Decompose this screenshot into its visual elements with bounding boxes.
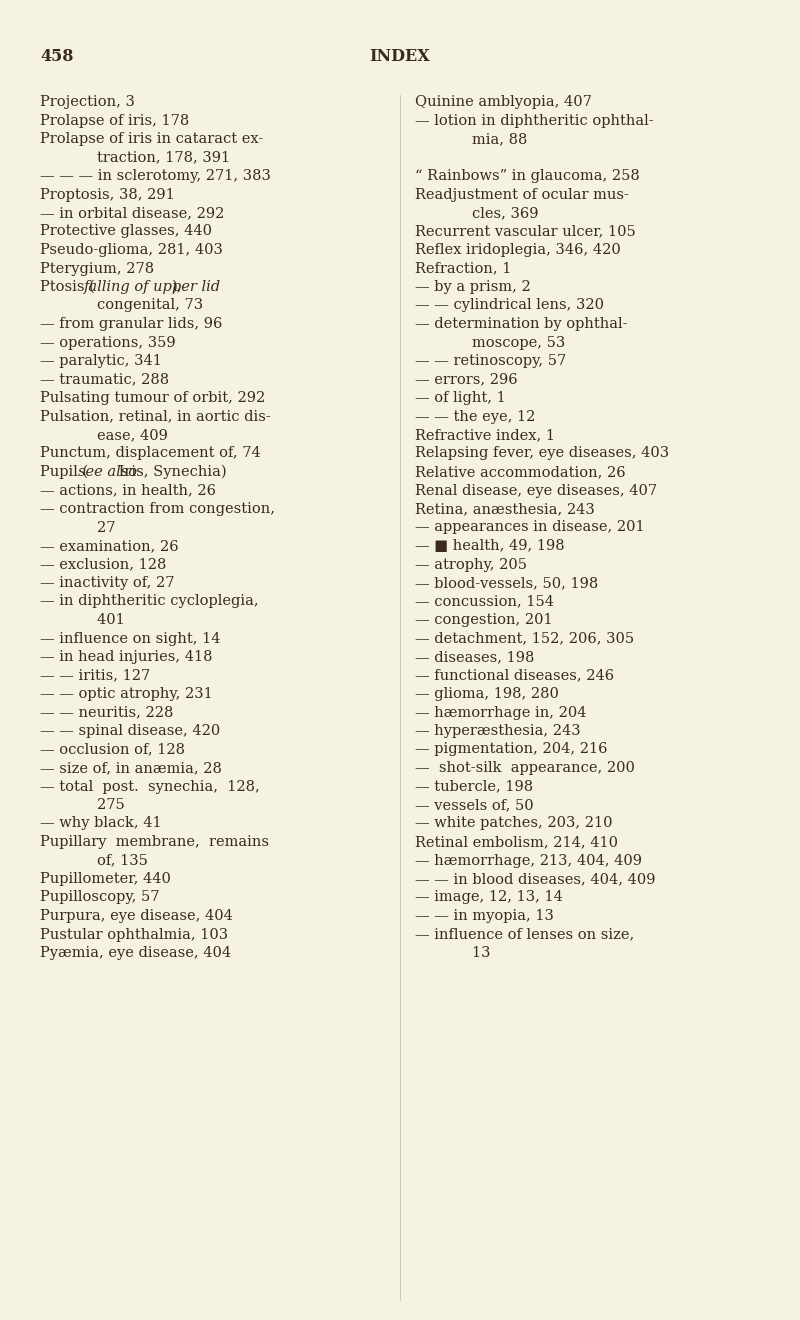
Text: Protective glasses, 440: Protective glasses, 440 [40, 224, 212, 239]
Text: 458: 458 [40, 48, 74, 65]
Text: — hyperæsthesia, 243: — hyperæsthesia, 243 [415, 723, 581, 738]
Text: Prolapse of iris, 178: Prolapse of iris, 178 [40, 114, 190, 128]
Text: — congestion, 201: — congestion, 201 [415, 612, 553, 627]
Text: Projection, 3: Projection, 3 [40, 95, 135, 110]
Text: Purpura, eye disease, 404: Purpura, eye disease, 404 [40, 909, 233, 923]
Text: — diseases, 198: — diseases, 198 [415, 649, 534, 664]
Text: — — optic atrophy, 231: — — optic atrophy, 231 [40, 686, 213, 701]
Text: — inactivity of, 27: — inactivity of, 27 [40, 576, 174, 590]
Text: — traumatic, 288: — traumatic, 288 [40, 372, 169, 387]
Text: ),: ), [172, 280, 182, 294]
Text: — in orbital disease, 292: — in orbital disease, 292 [40, 206, 224, 220]
Text: Prolapse of iris in cataract ex-: Prolapse of iris in cataract ex- [40, 132, 263, 147]
Text: — contraction from congestion,: — contraction from congestion, [40, 502, 275, 516]
Text: — concussion, 154: — concussion, 154 [415, 594, 554, 609]
Text: Reflex iridoplegia, 346, 420: Reflex iridoplegia, 346, 420 [415, 243, 621, 257]
Text: Relative accommodation, 26: Relative accommodation, 26 [415, 465, 626, 479]
Text: 27: 27 [60, 520, 115, 535]
Text: — in head injuries, 418: — in head injuries, 418 [40, 649, 213, 664]
Text: — appearances in disease, 201: — appearances in disease, 201 [415, 520, 645, 535]
Text: — total  post.  synechia,  128,: — total post. synechia, 128, [40, 780, 260, 793]
Text: Pupilloscopy, 57: Pupilloscopy, 57 [40, 891, 159, 904]
Text: Pustular ophthalmia, 103: Pustular ophthalmia, 103 [40, 928, 228, 941]
Text: — hæmorrhage, 213, 404, 409: — hæmorrhage, 213, 404, 409 [415, 854, 642, 867]
Text: Retina, anæsthesia, 243: Retina, anæsthesia, 243 [415, 502, 594, 516]
Text: — of light, 1: — of light, 1 [415, 391, 506, 405]
Text: INDEX: INDEX [370, 48, 430, 65]
Text: congenital, 73: congenital, 73 [60, 298, 203, 313]
Text: — influence of lenses on size,: — influence of lenses on size, [415, 928, 634, 941]
Text: — — in myopia, 13: — — in myopia, 13 [415, 909, 554, 923]
Text: see also: see also [78, 465, 138, 479]
Text: — — spinal disease, 420: — — spinal disease, 420 [40, 723, 220, 738]
Text: 13: 13 [435, 946, 490, 960]
Text: — in diphtheritic cycloplegia,: — in diphtheritic cycloplegia, [40, 594, 258, 609]
Text: — — the eye, 12: — — the eye, 12 [415, 409, 535, 424]
Text: Relapsing fever, eye diseases, 403: Relapsing fever, eye diseases, 403 [415, 446, 669, 461]
Text: ease, 409: ease, 409 [60, 428, 168, 442]
Text: — — retinoscopy, 57: — — retinoscopy, 57 [415, 354, 566, 368]
Text: —  shot-silk  appearance, 200: — shot-silk appearance, 200 [415, 762, 635, 775]
Text: Pupil (: Pupil ( [40, 465, 88, 479]
Text: Renal disease, eye diseases, 407: Renal disease, eye diseases, 407 [415, 483, 657, 498]
Text: “ Rainbows” in glaucoma, 258: “ Rainbows” in glaucoma, 258 [415, 169, 640, 183]
Text: — influence on sight, 14: — influence on sight, 14 [40, 631, 221, 645]
Text: — examination, 26: — examination, 26 [40, 539, 178, 553]
Text: Readjustment of ocular mus-: Readjustment of ocular mus- [415, 187, 629, 202]
Text: — image, 12, 13, 14: — image, 12, 13, 14 [415, 891, 563, 904]
Text: 275: 275 [60, 799, 125, 812]
Text: Pupillary  membrane,  remains: Pupillary membrane, remains [40, 836, 269, 849]
Text: — from granular lids, 96: — from granular lids, 96 [40, 317, 222, 331]
Text: — hæmorrhage in, 204: — hæmorrhage in, 204 [415, 705, 586, 719]
Text: — determination by ophthal-: — determination by ophthal- [415, 317, 627, 331]
Text: — white patches, 203, 210: — white patches, 203, 210 [415, 817, 613, 830]
Text: Refraction, 1: Refraction, 1 [415, 261, 511, 276]
Text: Pupillometer, 440: Pupillometer, 440 [40, 873, 171, 886]
Text: Retinal embolism, 214, 410: Retinal embolism, 214, 410 [415, 836, 618, 849]
Text: — tubercle, 198: — tubercle, 198 [415, 780, 533, 793]
Text: — — — in sclerotomy, 271, 383: — — — in sclerotomy, 271, 383 [40, 169, 271, 183]
Text: moscope, 53: moscope, 53 [435, 335, 566, 350]
Text: — — in blood diseases, 404, 409: — — in blood diseases, 404, 409 [415, 873, 655, 886]
Text: falling of upper lid: falling of upper lid [84, 280, 221, 294]
Text: — blood-vessels, 50, 198: — blood-vessels, 50, 198 [415, 576, 598, 590]
Text: — size of, in anæmia, 28: — size of, in anæmia, 28 [40, 762, 222, 775]
Text: — atrophy, 205: — atrophy, 205 [415, 557, 527, 572]
Text: Pulsation, retinal, in aortic dis-: Pulsation, retinal, in aortic dis- [40, 409, 270, 424]
Text: of, 135: of, 135 [60, 854, 148, 867]
Text: Quinine amblyopia, 407: Quinine amblyopia, 407 [415, 95, 592, 110]
Text: — why black, 41: — why black, 41 [40, 817, 162, 830]
Text: — — iritis, 127: — — iritis, 127 [40, 668, 150, 682]
Text: — paralytic, 341: — paralytic, 341 [40, 354, 162, 368]
Text: Pseudo-glioma, 281, 403: Pseudo-glioma, 281, 403 [40, 243, 223, 257]
Text: traction, 178, 391: traction, 178, 391 [60, 150, 230, 165]
Text: Pyæmia, eye disease, 404: Pyæmia, eye disease, 404 [40, 946, 231, 960]
Text: — detachment, 152, 206, 305: — detachment, 152, 206, 305 [415, 631, 634, 645]
Text: — operations, 359: — operations, 359 [40, 335, 176, 350]
Text: cles, 369: cles, 369 [435, 206, 538, 220]
Text: mia, 88: mia, 88 [435, 132, 527, 147]
Text: — occlusion of, 128: — occlusion of, 128 [40, 742, 185, 756]
Text: — — neuritis, 228: — — neuritis, 228 [40, 705, 174, 719]
Text: — functional diseases, 246: — functional diseases, 246 [415, 668, 614, 682]
Text: — glioma, 198, 280: — glioma, 198, 280 [415, 686, 559, 701]
Text: — actions, in health, 26: — actions, in health, 26 [40, 483, 216, 498]
Text: — — cylindrical lens, 320: — — cylindrical lens, 320 [415, 298, 604, 313]
Text: Pterygium, 278: Pterygium, 278 [40, 261, 154, 276]
Text: Pulsating tumour of orbit, 292: Pulsating tumour of orbit, 292 [40, 391, 266, 405]
Text: — lotion in diphtheritic ophthal-: — lotion in diphtheritic ophthal- [415, 114, 654, 128]
Text: — vessels of, 50: — vessels of, 50 [415, 799, 534, 812]
Text: — ■ health, 49, 198: — ■ health, 49, 198 [415, 539, 565, 553]
Text: Ptosis (: Ptosis ( [40, 280, 94, 294]
Text: Proptosis, 38, 291: Proptosis, 38, 291 [40, 187, 174, 202]
Text: 401: 401 [60, 612, 125, 627]
Text: Recurrent vascular ulcer, 105: Recurrent vascular ulcer, 105 [415, 224, 636, 239]
Text: Refractive index, 1: Refractive index, 1 [415, 428, 555, 442]
Text: — pigmentation, 204, 216: — pigmentation, 204, 216 [415, 742, 607, 756]
Text: — exclusion, 128: — exclusion, 128 [40, 557, 166, 572]
Text: Iris, Synechia): Iris, Synechia) [114, 465, 226, 479]
Text: — by a prism, 2: — by a prism, 2 [415, 280, 530, 294]
Text: Punctum, displacement of, 74: Punctum, displacement of, 74 [40, 446, 261, 461]
Text: — errors, 296: — errors, 296 [415, 372, 518, 387]
